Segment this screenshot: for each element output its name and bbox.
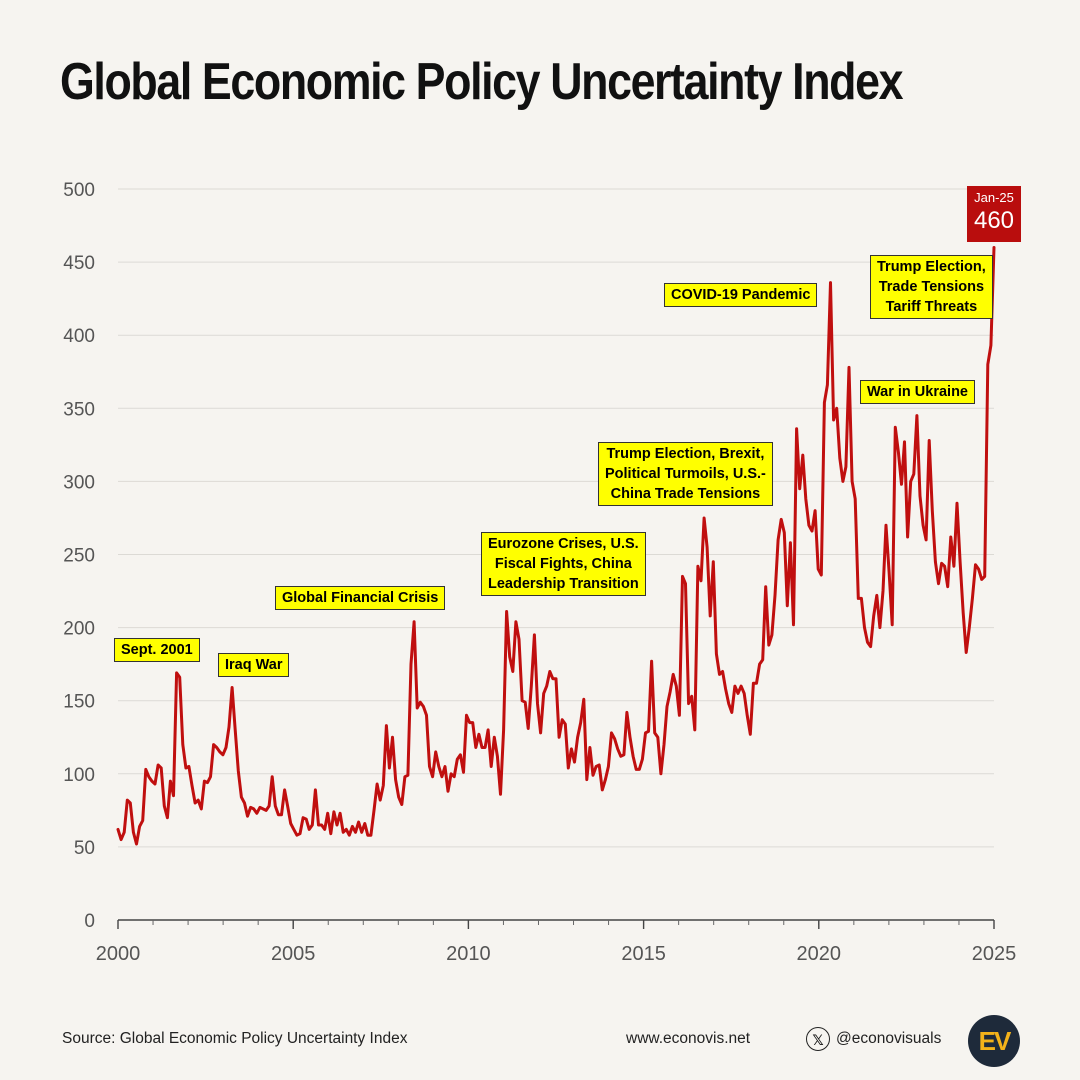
annotation-iraq-war: Iraq War (218, 653, 290, 677)
annotation-covid-19: COVID-19 Pandemic (664, 283, 818, 307)
y-tick-label: 450 (63, 253, 95, 274)
x-tick-label: 2020 (797, 943, 842, 965)
annotation-global-financial-crisis: Global Financial Crisis (275, 586, 446, 610)
y-tick-label: 350 (63, 399, 95, 420)
annotation-eurozone-crises: Eurozone Crises, U.S. Fiscal Fights, Chi… (481, 532, 646, 596)
y-tick-label: 50 (74, 838, 95, 859)
source-text: Source: Global Economic Policy Uncertain… (62, 1030, 408, 1047)
x-tick-label: 2005 (271, 943, 316, 965)
annotation-trump-tariffs: Trump Election, Trade Tensions Tariff Th… (870, 255, 993, 319)
last-value-number: 460 (973, 207, 1015, 234)
annotation-trump-election-brexit: Trump Election, Brexit, Political Turmoi… (598, 442, 773, 506)
social-handle[interactable]: @econovisuals (836, 1030, 942, 1047)
website-link[interactable]: www.econovis.net (626, 1030, 751, 1047)
y-tick-label: 0 (84, 911, 95, 932)
x-tick-label: 2025 (972, 943, 1017, 965)
y-tick-label: 500 (63, 180, 95, 201)
x-tick-label: 2000 (96, 943, 141, 965)
y-tick-label: 300 (63, 472, 95, 493)
y-tick-label: 100 (63, 765, 95, 786)
econovis-logo: EV (968, 1015, 1020, 1067)
y-tick-label: 150 (63, 692, 95, 713)
annotation-sept-2001: Sept. 2001 (114, 638, 200, 662)
y-tick-label: 400 (63, 326, 95, 347)
x-tick-label: 2015 (621, 943, 666, 965)
last-value-month: Jan-25 (974, 190, 1014, 205)
last-value-badge: Jan-25 460 (967, 186, 1021, 242)
y-tick-label: 200 (63, 619, 95, 640)
x-tick-label: 2010 (446, 943, 491, 965)
chart-title: Global Economic Policy Uncertainty Index (60, 53, 903, 111)
y-tick-label: 250 (63, 546, 95, 567)
annotation-war-in-ukraine: War in Ukraine (860, 380, 975, 404)
series-line (116, 246, 996, 846)
x-logo-icon: 𝕏 (806, 1027, 830, 1051)
